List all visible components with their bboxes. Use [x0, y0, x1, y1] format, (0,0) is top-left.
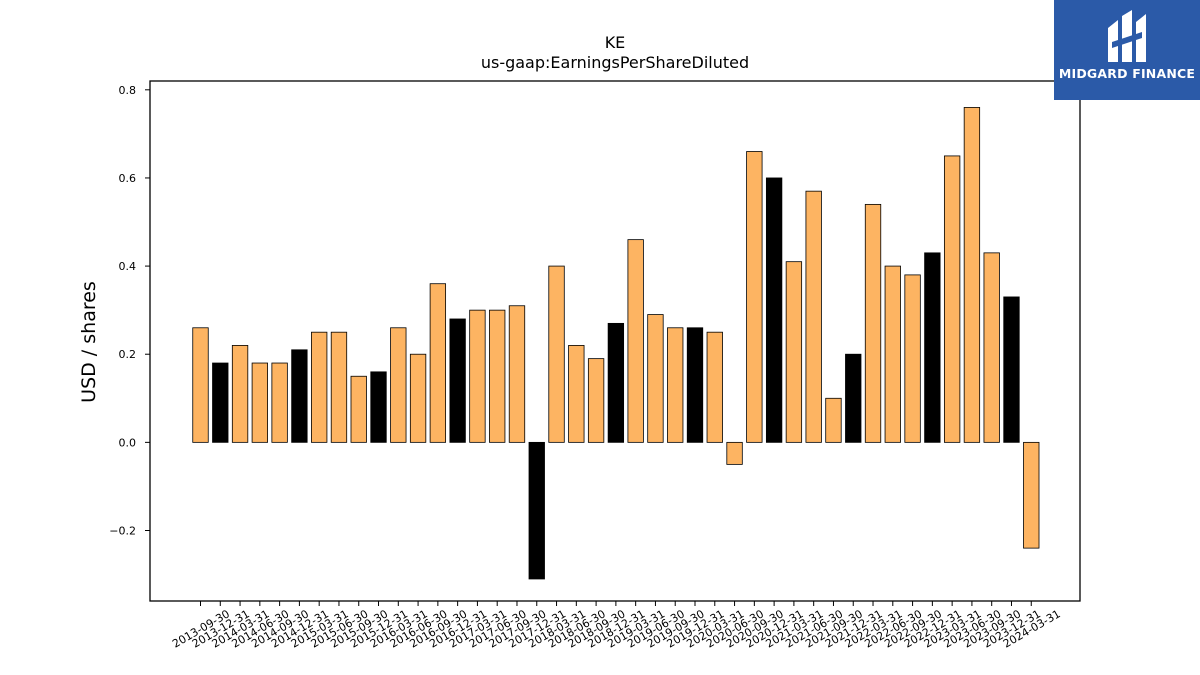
bar-2018-06-30 [568, 345, 585, 443]
bar-2019-03-31 [627, 239, 644, 443]
bar-2016-03-31 [390, 327, 407, 443]
bar-2015-09-30 [350, 375, 367, 443]
bar-2014-12-31 [291, 349, 308, 443]
bar-2017-06-30 [489, 309, 506, 443]
bar-2018-12-31 [607, 322, 625, 443]
y-axis-label: USD / shares [78, 281, 100, 403]
bar-2016-12-31 [449, 318, 466, 443]
bars-group [192, 107, 1040, 580]
brand-logo-text: MIDGARD FINANCE [1058, 66, 1196, 81]
y-tick-label: −0.2 [109, 524, 136, 537]
bar-2021-12-31 [845, 353, 862, 443]
bar-2016-09-30 [429, 283, 447, 443]
bar-2017-12-31 [528, 441, 545, 580]
bar-2015-03-31 [311, 331, 328, 443]
bar-2014-03-31 [231, 345, 249, 443]
bar-2020-06-30 [726, 441, 743, 465]
y-tick-label: 0.6 [119, 172, 137, 185]
bar-2018-09-30 [587, 358, 605, 443]
bar-2023-03-31 [943, 155, 961, 443]
bar-2014-06-30 [251, 362, 268, 443]
bar-2022-03-31 [864, 203, 882, 443]
bar-2020-12-31 [765, 177, 783, 443]
bar-2017-09-30 [508, 305, 526, 443]
chart-title: KE [605, 33, 626, 52]
bar-2023-12-31 [1003, 296, 1020, 443]
bar-2019-09-30 [667, 327, 684, 443]
midgard-logo-icon [1108, 10, 1146, 62]
bar-2013-09-30 [192, 327, 209, 443]
bar-2015-06-30 [330, 331, 348, 443]
y-tick-label: 0.0 [119, 436, 137, 449]
y-tick-label: 0.4 [119, 260, 137, 273]
bar-2020-09-30 [746, 151, 763, 443]
plot-frame [149, 80, 1081, 602]
bar-2013-12-31 [212, 362, 229, 443]
bar-2018-03-31 [548, 265, 565, 443]
bar-2024-03-31 [1023, 441, 1040, 549]
chart-subtitle: us-gaap:EarningsPerShareDiluted [481, 53, 749, 72]
bar-2020-03-31 [706, 331, 723, 443]
bar-2016-06-30 [409, 353, 427, 443]
x-axis: 2013-09-302013-12-312014-03-312014-06-30… [170, 601, 1063, 651]
bar-2021-09-30 [825, 397, 842, 443]
brand-logo: MIDGARD FINANCE [1054, 0, 1200, 100]
y-tick-label: 0.2 [119, 348, 137, 361]
bar-2019-12-31 [686, 327, 704, 443]
bar-2019-06-30 [647, 314, 664, 443]
bar-2022-12-31 [924, 252, 941, 443]
y-axis: −0.2 0.0 0.2 0.4 0.6 0.8 [109, 84, 150, 537]
bar-2022-06-30 [884, 265, 901, 443]
bar-2021-06-30 [805, 190, 822, 443]
bar-2021-03-31 [785, 261, 803, 443]
bar-2017-03-31 [469, 309, 486, 443]
bar-2023-06-30 [963, 107, 981, 443]
bar-2023-09-30 [983, 252, 1000, 443]
y-tick-label: 0.8 [119, 84, 137, 97]
bar-2014-09-30 [271, 362, 288, 443]
bar-2022-09-30 [904, 274, 921, 443]
bar-2015-12-31 [370, 371, 387, 443]
